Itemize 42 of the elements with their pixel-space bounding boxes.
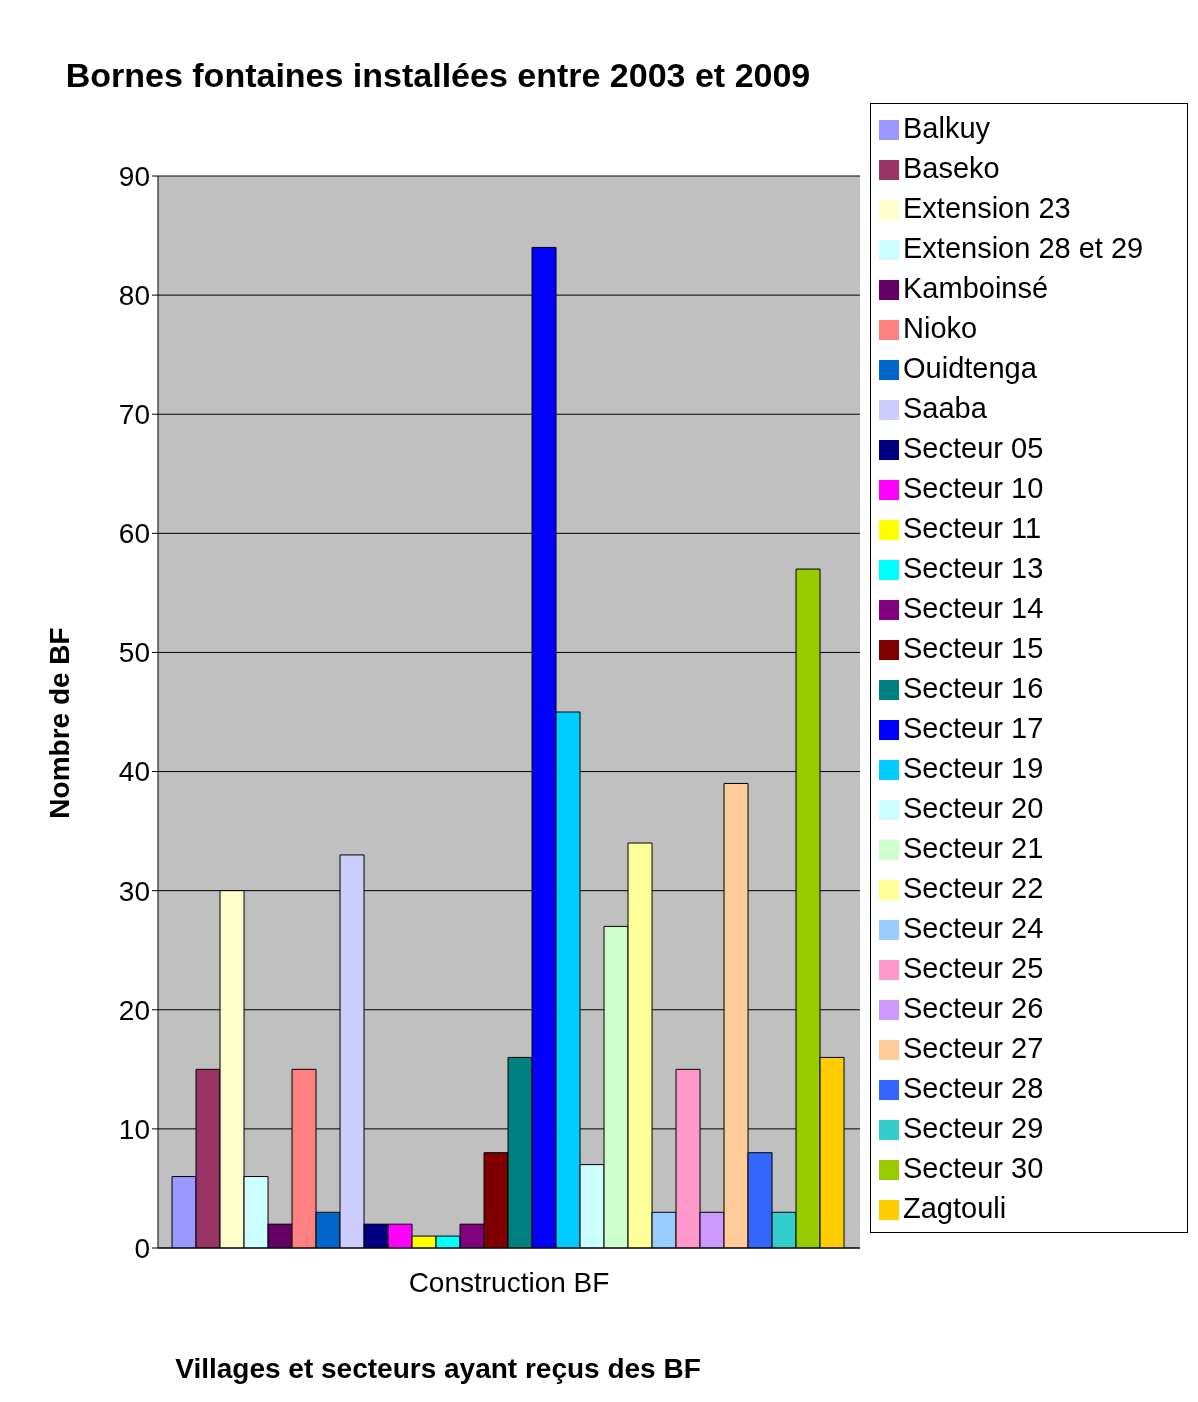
legend-label: Secteur 21 (903, 832, 1044, 864)
y-tick-label: 40 (118, 756, 150, 788)
legend-label: Extension 28 et 29 (903, 232, 1144, 264)
legend-label: Secteur 20 (903, 792, 1044, 824)
chart-title: Bornes fontaines installées entre 2003 et 2009 (64, 56, 812, 95)
legend-label: Secteur 30 (903, 1152, 1044, 1184)
legend-label: Zagtouli (903, 1192, 1007, 1224)
legend-label: Secteur 28 (903, 1072, 1044, 1104)
y-tick-label: 50 (118, 637, 150, 669)
y-tick-label: 80 (118, 280, 150, 312)
legend-label: Secteur 14 (903, 592, 1044, 624)
legend-label: Secteur 24 (903, 912, 1044, 944)
legend-label: Secteur 16 (903, 672, 1044, 704)
legend-label: Secteur 10 (903, 472, 1044, 504)
legend-label: Secteur 05 (903, 432, 1044, 464)
legend-label: Kamboinsé (903, 272, 1049, 304)
legend-label: Secteur 26 (903, 992, 1044, 1024)
legend-label: Secteur 22 (903, 872, 1044, 904)
y-tick-label: 30 (118, 875, 150, 907)
legend-label: Secteur 17 (903, 712, 1044, 744)
legend-label: Baseko (903, 152, 1000, 184)
legend-label: Secteur 19 (903, 752, 1044, 784)
legend-label: Secteur 11 (903, 512, 1042, 544)
x-tick-label: Construction BF (408, 1266, 610, 1298)
y-tick-label: 70 (118, 399, 150, 431)
legend-label: Secteur 29 (903, 1112, 1044, 1144)
legend-label: Balkuy (903, 112, 991, 144)
y-tick-label: 60 (118, 518, 150, 550)
legend-label: Secteur 15 (903, 632, 1044, 664)
y-tick-label: 20 (118, 994, 150, 1026)
y-tick-label: 10 (118, 1113, 150, 1145)
legend-label: Secteur 27 (903, 1032, 1044, 1064)
legend-label: Ouidtenga (903, 352, 1037, 384)
legend-label: Extension 23 (903, 192, 1071, 224)
x-axis-title: Villages et secteurs ayant reçus des BF (174, 1353, 702, 1385)
legend-label: Secteur 13 (903, 552, 1044, 584)
y-tick-label: 0 (134, 1232, 150, 1264)
legend-label: Saaba (903, 392, 987, 424)
y-tick-label: 90 (118, 160, 150, 192)
y-axis-title: Nombre de BF (44, 627, 76, 819)
legend-label: Secteur 25 (903, 952, 1044, 984)
legend-label: Nioko (903, 312, 978, 344)
